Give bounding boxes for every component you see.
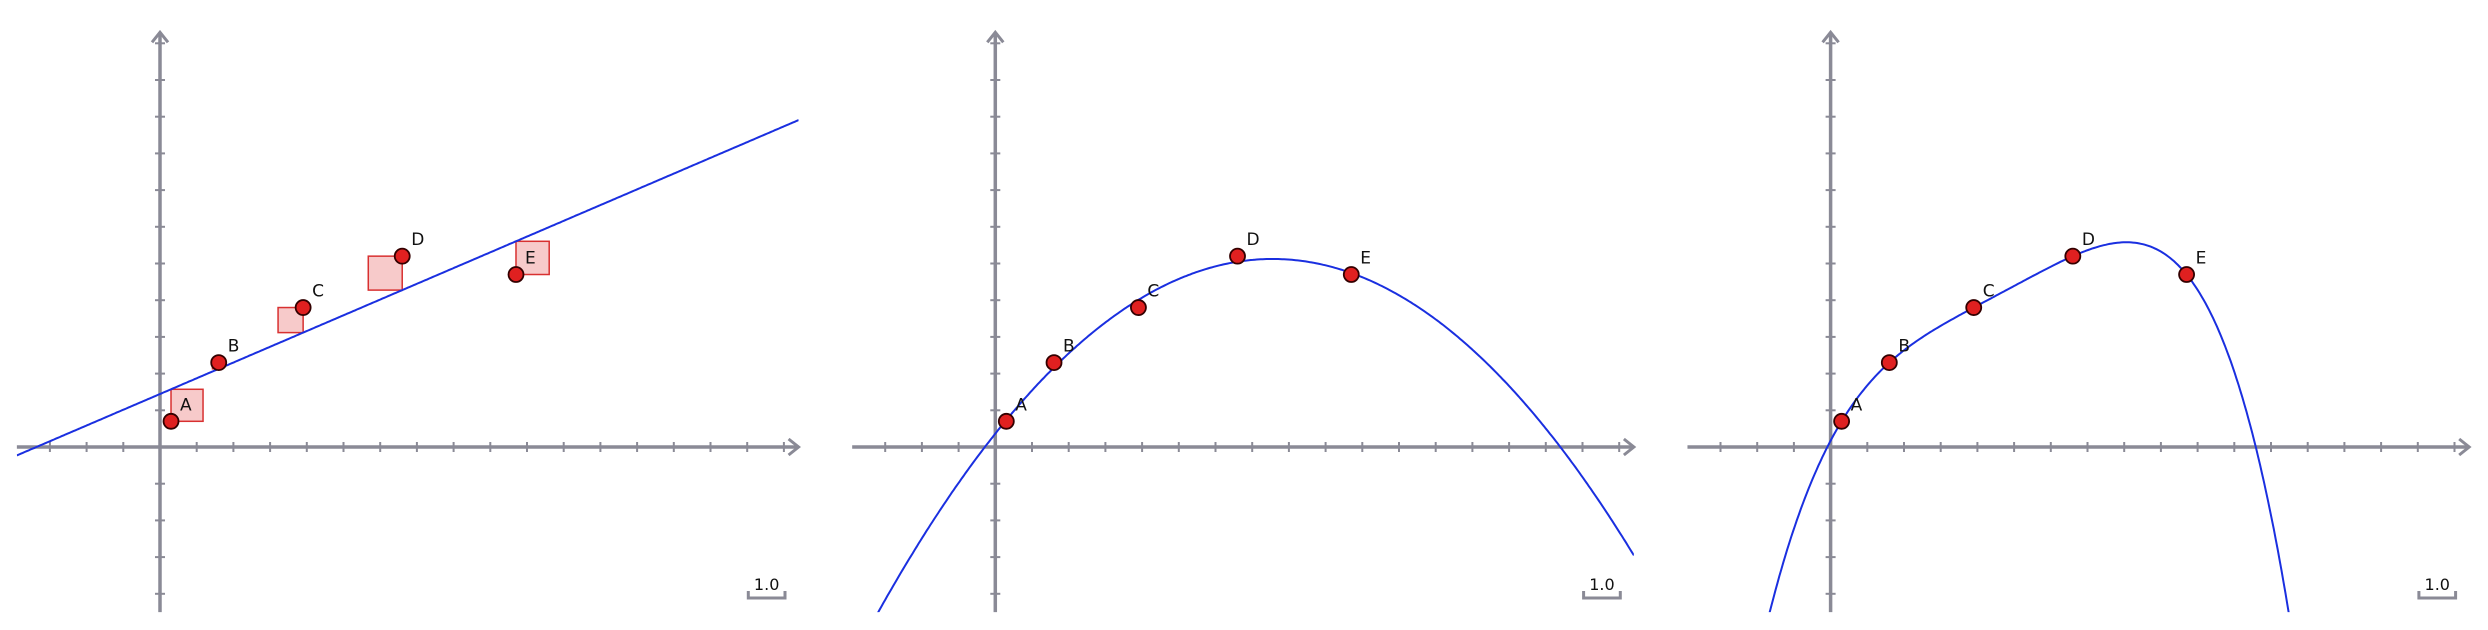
data-point (997, 412, 1015, 430)
point-label: E (1360, 249, 1371, 269)
data-point (2178, 266, 2195, 283)
panel: 1.0 A B C D E (16, 29, 801, 613)
point-label: C (312, 282, 324, 302)
data-point (1342, 266, 1360, 283)
scale-label: 1.0 (754, 575, 779, 594)
point-label: B (228, 337, 240, 357)
point-label: D (1247, 230, 1260, 250)
point-label: B (1898, 337, 1910, 357)
axes (852, 29, 1637, 613)
point-label: C (1983, 282, 1995, 302)
x-axis-arrow (787, 437, 801, 457)
point-label: E (525, 249, 536, 269)
x-axis-arrow (1622, 437, 1637, 457)
y-axis-arrow (986, 29, 1005, 44)
plot-area (16, 119, 799, 457)
data-point (1880, 354, 1898, 371)
data-point (1833, 412, 1851, 430)
scale-bar (1582, 591, 1622, 600)
axes (16, 29, 801, 613)
axes (1687, 29, 2472, 613)
data-point (2064, 247, 2082, 265)
y-axis-arrow (1821, 29, 1840, 44)
point-label: C (1147, 282, 1159, 302)
point-label: A (1851, 395, 1863, 415)
scale-label: 1.0 (2425, 575, 2450, 594)
point-label: D (411, 230, 424, 250)
data-point (1965, 299, 1983, 316)
data-point (1130, 299, 1147, 316)
scale-bar (2417, 591, 2458, 600)
panel: 1.0 A B C D E (1687, 29, 2472, 613)
fit-curve (1768, 241, 2290, 613)
point-label: E (2196, 249, 2207, 269)
x-axis-arrow (2458, 437, 2472, 457)
point-label: A (1015, 395, 1027, 415)
fit-curve (877, 258, 1634, 613)
point-label: D (2082, 230, 2095, 250)
plot-area (1768, 241, 2290, 613)
y-axis-arrow (150, 29, 170, 44)
data-point (507, 266, 525, 283)
data-point (294, 299, 312, 316)
panel: 1.0 A B C D E (852, 29, 1637, 613)
data-point (1045, 354, 1063, 371)
data-point (1229, 247, 1246, 265)
data-point (393, 247, 411, 265)
scale-label: 1.0 (1589, 575, 1614, 594)
plot-area (877, 258, 1634, 613)
data-point (162, 412, 180, 430)
fit-curve (16, 119, 799, 457)
point-label: A (180, 395, 192, 415)
scale-bar (746, 591, 787, 600)
data-point (210, 354, 228, 371)
point-label: B (1063, 337, 1075, 357)
